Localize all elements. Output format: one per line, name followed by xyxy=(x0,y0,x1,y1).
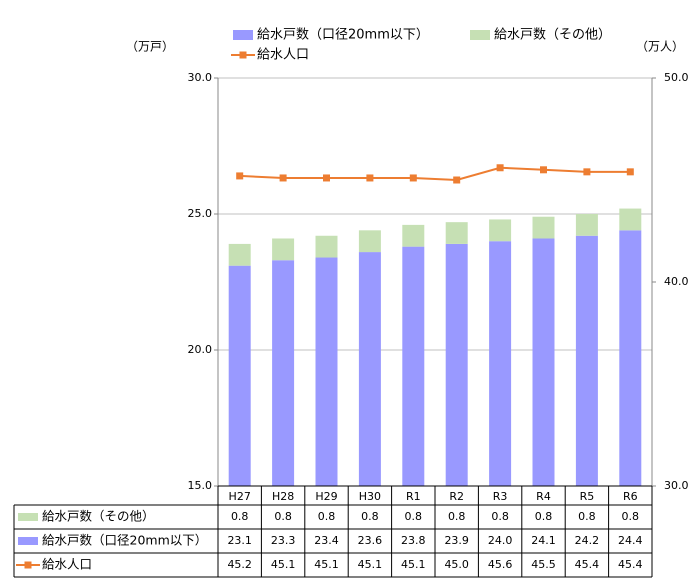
bar xyxy=(575,235,598,486)
table-cell: 45.1 xyxy=(314,558,339,571)
y-tick-label: 15.0 xyxy=(188,479,213,492)
y2-unit: （万人） xyxy=(636,40,684,54)
legend-label: 給水戸数（その他） xyxy=(494,28,611,43)
table-legend-marker xyxy=(24,561,32,569)
line-marker xyxy=(626,168,634,176)
x-tick-label: H29 xyxy=(315,490,337,503)
table-cell: 24.4 xyxy=(618,534,643,547)
y2-tick-label: 40.0 xyxy=(664,275,689,288)
table-row-label: 給水戸数（その他） xyxy=(42,509,155,524)
table-cell: 0.8 xyxy=(535,510,553,523)
table-cell: 23.3 xyxy=(271,534,296,547)
bar xyxy=(402,224,425,247)
line-marker xyxy=(366,174,374,182)
table-cell: 0.8 xyxy=(231,510,249,523)
y-tick-label: 20.0 xyxy=(188,343,213,356)
legend-marker xyxy=(239,51,247,59)
line-marker xyxy=(409,174,417,182)
bar xyxy=(272,238,295,261)
line xyxy=(239,166,631,182)
x-tick-label: H27 xyxy=(229,490,251,503)
line-marker xyxy=(540,166,547,174)
table-cell: 0.8 xyxy=(274,510,292,523)
y-tick-label: 25.0 xyxy=(188,207,213,220)
table-cell: 0.8 xyxy=(361,510,379,523)
x-tick-label: H30 xyxy=(359,490,381,503)
legend-label: 給水戸数（口径20mm以下） xyxy=(257,28,429,43)
line-marker xyxy=(453,176,461,184)
legend-swatch xyxy=(233,30,253,40)
bar xyxy=(445,243,468,486)
bar xyxy=(532,238,555,486)
table-cell: 45.1 xyxy=(358,558,383,571)
table-cell: 24.2 xyxy=(575,534,600,547)
y2-tick-label: 30.0 xyxy=(664,479,689,492)
table-cell: 45.4 xyxy=(618,558,643,571)
table-cell: 0.8 xyxy=(405,510,423,523)
bar xyxy=(445,222,468,244)
x-tick-label: R6 xyxy=(623,490,638,503)
legend-label: 給水人口 xyxy=(257,48,309,63)
line-marker xyxy=(323,174,330,182)
table-cell: 45.1 xyxy=(271,558,296,571)
table-cell: 45.5 xyxy=(531,558,556,571)
x-tick-label: R2 xyxy=(449,490,464,503)
bar xyxy=(228,265,251,486)
line-marker xyxy=(496,164,504,172)
x-tick-label: R4 xyxy=(536,490,551,503)
bar xyxy=(532,216,555,239)
bar xyxy=(575,214,598,236)
table-cell: 45.2 xyxy=(227,558,252,571)
bar xyxy=(619,208,642,231)
table-cell: 45.0 xyxy=(444,558,469,571)
table-cell: 45.6 xyxy=(488,558,513,571)
table-swatch xyxy=(18,537,38,545)
x-tick-label: R3 xyxy=(493,490,508,503)
table-swatch xyxy=(18,513,38,521)
table-cell: 0.8 xyxy=(318,510,336,523)
table-cell: 24.0 xyxy=(488,534,513,547)
table-cell: 0.8 xyxy=(448,510,466,523)
table-cell: 23.4 xyxy=(314,534,339,547)
table-cell: 45.4 xyxy=(575,558,600,571)
table-cell: 23.8 xyxy=(401,534,426,547)
x-tick-label: R5 xyxy=(580,490,595,503)
table-cell: 45.1 xyxy=(401,558,426,571)
table-cell: 24.1 xyxy=(531,534,556,547)
x-tick-label: R1 xyxy=(406,490,421,503)
bar xyxy=(358,230,381,253)
bar xyxy=(315,257,338,486)
bar xyxy=(315,235,338,258)
table-cell: 0.8 xyxy=(622,510,640,523)
table-cell: 23.9 xyxy=(444,534,469,547)
legend-swatch xyxy=(470,30,490,40)
table-cell: 23.1 xyxy=(227,534,252,547)
x-tick-label: H28 xyxy=(272,490,294,503)
table-row-label: 給水人口 xyxy=(42,557,92,572)
bar xyxy=(619,230,642,486)
line-marker xyxy=(583,168,591,176)
line-marker xyxy=(279,174,287,182)
bar xyxy=(489,219,512,242)
line-marker xyxy=(236,172,244,180)
bar xyxy=(272,260,295,486)
bar xyxy=(228,243,251,266)
table-cell: 0.8 xyxy=(491,510,509,523)
bar xyxy=(489,241,512,486)
bar xyxy=(402,246,425,486)
y-tick-label: 30.0 xyxy=(188,71,213,84)
y2-tick-label: 50.0 xyxy=(664,71,689,84)
y-unit: （万戸） xyxy=(126,40,174,54)
table-cell: 23.6 xyxy=(358,534,383,547)
bar xyxy=(358,252,381,486)
table-cell: 0.8 xyxy=(578,510,596,523)
table-row-label: 給水戸数（口径20mm以下） xyxy=(42,533,207,548)
